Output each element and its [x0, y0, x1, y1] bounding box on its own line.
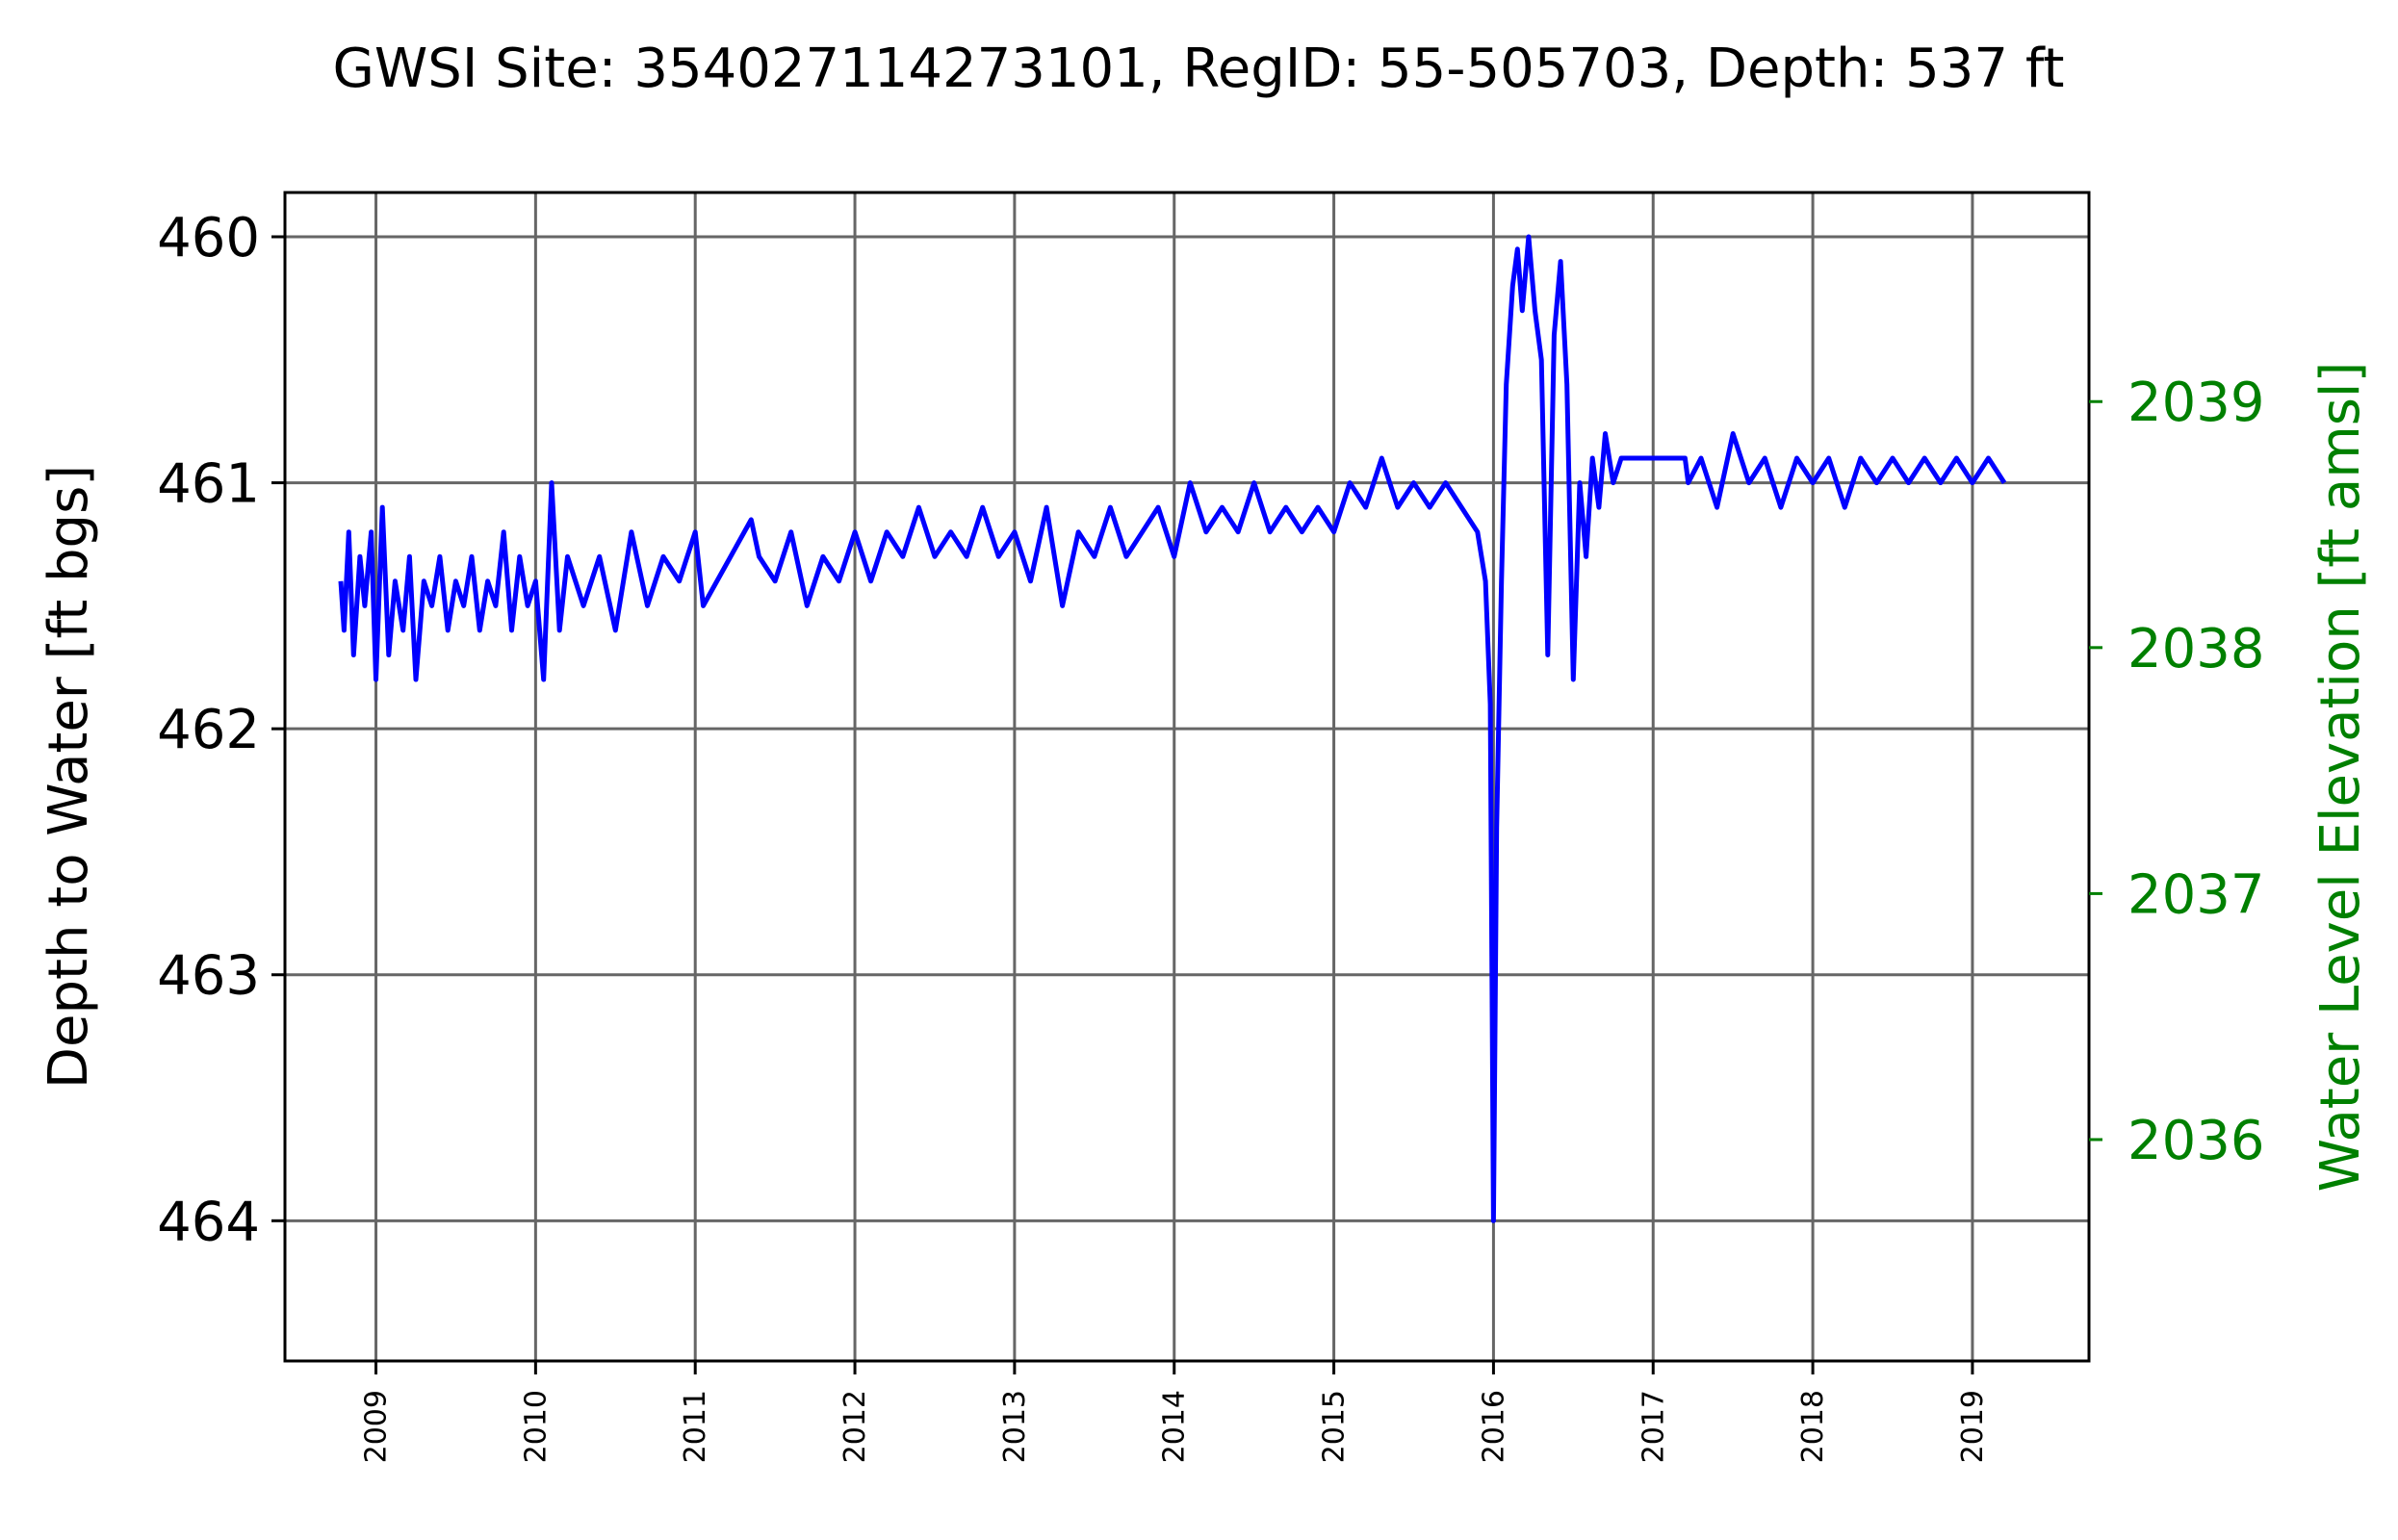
ytick-left-label: 461	[157, 453, 260, 516]
left-axis: 460 461 462 463 464	[157, 207, 285, 1253]
ytick-left-label: 462	[157, 699, 260, 761]
xtick-label: 2018	[1796, 1390, 1830, 1463]
xtick-label: 2013	[998, 1390, 1032, 1463]
right-axis: 2039 2038 2037 2036	[2089, 372, 2265, 1172]
ytick-left-label: 460	[157, 207, 260, 270]
ytick-left-label: 464	[157, 1191, 260, 1253]
xtick-label: 2017	[1637, 1390, 1670, 1463]
y-axis-label-right: Water Level Elevation [ft amsl]	[2309, 362, 2372, 1193]
series-line	[338, 234, 2007, 1223]
plot-frame	[283, 191, 2091, 1363]
ytick-right-label: 2036	[2127, 1110, 2265, 1172]
x-axis: 2009 2010 2011 2012 2013 2014 2015 2016 2017 2018…	[360, 1361, 1990, 1463]
xtick-label: 2014	[1158, 1390, 1192, 1463]
ytick-right-label: 2038	[2127, 618, 2265, 680]
y-axis-label-left: Depth to Water [ft bgs]	[38, 465, 100, 1089]
chart-title: GWSI Site: 354027114273101, RegID: 55-50…	[333, 38, 2065, 100]
ytick-left-label: 463	[157, 945, 260, 1008]
xtick-label: 2015	[1318, 1390, 1352, 1463]
xtick-label: 2019	[1956, 1390, 1990, 1463]
xtick-label: 2009	[360, 1390, 394, 1463]
ytick-right-label: 2039	[2127, 372, 2265, 434]
xtick-label: 2010	[519, 1390, 553, 1463]
gridlines	[285, 192, 2089, 1361]
xtick-label: 2016	[1477, 1390, 1510, 1463]
xtick-label: 2012	[838, 1390, 872, 1463]
ytick-right-label: 2037	[2127, 863, 2265, 926]
xtick-label: 2011	[679, 1390, 712, 1463]
